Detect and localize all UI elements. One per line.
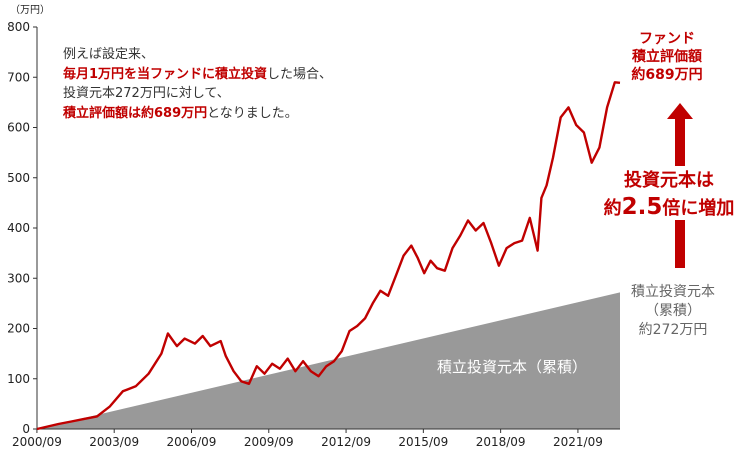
x-tick-label: 2021/09: [553, 435, 603, 449]
fund-label-line-3: 約689万円: [631, 67, 703, 83]
y-tick-label: 800: [7, 20, 30, 34]
y-tick-label: 400: [7, 221, 30, 235]
fund-value-line: [36, 81, 621, 431]
up-arrow-head: [667, 103, 693, 119]
x-tick-label: 2006/09: [167, 435, 217, 449]
principal-label-line-3: 約272万円: [638, 322, 708, 338]
y-tick-label: 300: [7, 271, 30, 285]
principal-label-line-1: 積立投資元本: [631, 284, 715, 300]
growth-prefix: 約: [603, 198, 622, 219]
x-tick-label: 2015/09: [398, 435, 448, 449]
principal-area-label: 積立投資元本（累積）: [437, 358, 588, 376]
growth-suffix: 倍に増加: [662, 198, 735, 219]
growth-multiplier: 2.5: [621, 194, 663, 220]
y-tick-label: 500: [7, 171, 30, 185]
note-line-3: 投資元本272万円に対して、: [63, 86, 230, 101]
note-line-4: 積立評価額は約689万円となりました。: [63, 104, 332, 124]
principal-area: [37, 292, 620, 429]
x-tick-label: 2000/09: [12, 435, 62, 449]
note-line-2: 毎月1万円を当ファンドに積立投資した場合、: [63, 65, 332, 85]
y-axis-unit: （万円）: [10, 4, 50, 16]
principal-label: 積立投資元本 （累積） 約272万円: [608, 283, 738, 340]
fund-label-line-1: ファンド: [639, 31, 695, 47]
y-tick-label: 0: [22, 422, 30, 436]
y-tick-label: 600: [7, 121, 30, 135]
x-tick-label: 2003/09: [89, 435, 139, 449]
fund-label-line-2: 積立評価額: [632, 49, 702, 65]
note-line-2-rest: した場合、: [267, 66, 333, 82]
y-tick-label: 700: [7, 70, 30, 84]
growth-label-line-2: 約2.5倍に増加: [598, 194, 740, 222]
note-highlight-2: 積立評価額は約689万円: [63, 105, 208, 121]
fund-value-label: ファンド 積立評価額 約689万円: [612, 30, 722, 84]
note-line-4-rest: となりました。: [207, 105, 298, 121]
growth-label: 投資元本は 約2.5倍に増加: [598, 168, 740, 222]
x-tick-label: 2009/09: [244, 435, 294, 449]
up-arrow-shaft-lower: [675, 220, 685, 268]
x-tick-label: 2012/09: [321, 435, 371, 449]
note-highlight-1: 毎月1万円を当ファンドに積立投資: [63, 66, 268, 82]
annotation-note: 例えば設定来、 毎月1万円を当ファンドに積立投資した場合、 投資元本272万円に…: [63, 45, 332, 123]
principal-label-line-2: （累積）: [645, 303, 701, 319]
y-tick-label: 100: [7, 372, 30, 386]
y-tick-label: 200: [7, 322, 30, 336]
growth-label-line-1: 投資元本は: [624, 170, 714, 191]
up-arrow-shaft-upper: [675, 119, 685, 166]
note-line-1: 例えば設定来、: [63, 47, 155, 62]
x-tick-label: 2018/09: [476, 435, 526, 449]
